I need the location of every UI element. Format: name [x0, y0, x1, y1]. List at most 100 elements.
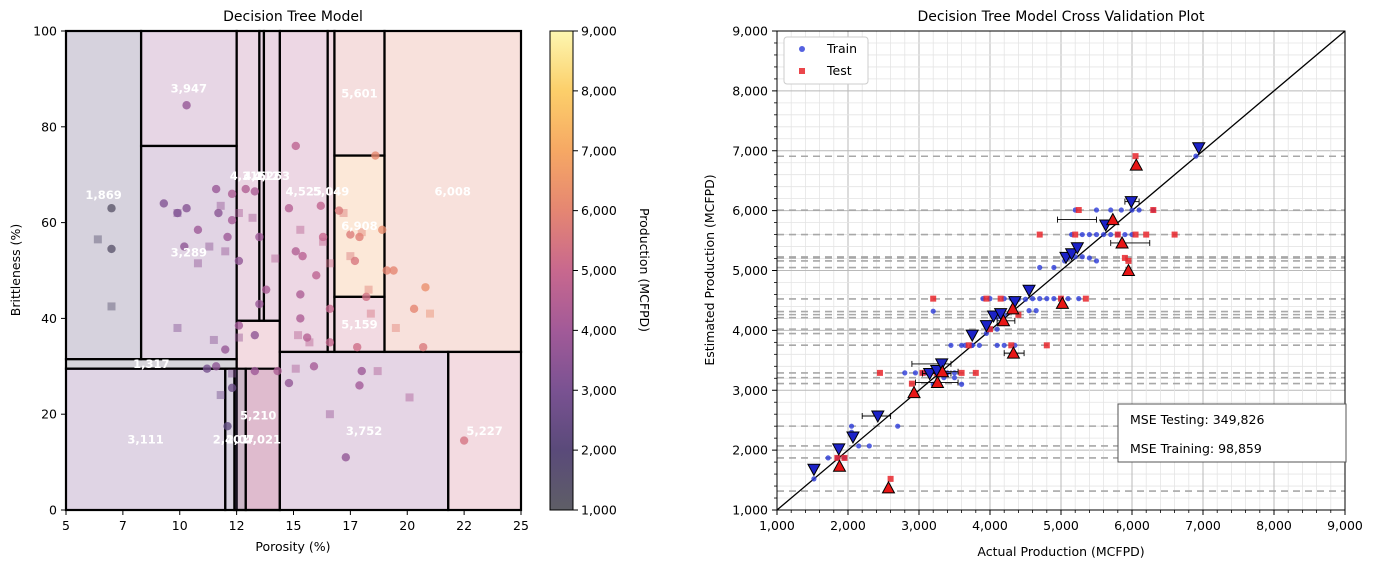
- mse-training-text: MSE Training: 98,859: [1130, 441, 1262, 456]
- x-tick-label: 12: [229, 518, 245, 533]
- region-value-label: 6,008: [435, 184, 471, 198]
- test-well-point: [209, 335, 218, 344]
- region-value-label: 5,210: [240, 408, 276, 422]
- test-well-point: [325, 259, 334, 268]
- x-tick-label: 25: [513, 518, 529, 533]
- train-point: [1118, 207, 1124, 213]
- train-point: [1086, 231, 1092, 238]
- region-value-label: 3,289: [171, 246, 207, 260]
- one-to-one-line: [776, 30, 1346, 511]
- region-value-label: 5,049: [313, 184, 349, 198]
- train-well-point: [284, 204, 294, 213]
- train-point: [1051, 296, 1057, 302]
- train-well-point: [273, 366, 282, 376]
- x-tick-label: 3,000: [901, 518, 937, 533]
- colorbar-tick-label: 8,000: [581, 83, 617, 98]
- y-tick-label: 0: [49, 503, 57, 518]
- test-point: [1150, 207, 1157, 214]
- prediction-up-marker: [907, 385, 921, 399]
- colorbar-label: Production (MCFPD): [637, 208, 652, 332]
- test-well-point: [216, 201, 225, 210]
- test-point: [1143, 231, 1150, 238]
- prediction-down-marker: [1191, 142, 1206, 155]
- tree-region: [64, 29, 143, 361]
- train-well-point: [227, 383, 237, 393]
- train-point: [959, 381, 965, 387]
- x-tick-label: 9,000: [1327, 518, 1363, 533]
- train-well-point: [107, 244, 116, 254]
- y-tick-label: 2,000: [732, 443, 768, 458]
- train-well-point: [173, 208, 182, 218]
- train-well-point: [234, 256, 244, 266]
- tree-region: [278, 29, 329, 354]
- mse-box-frame: [1117, 403, 1347, 463]
- train-point: [1136, 207, 1142, 213]
- test-point: [965, 342, 972, 349]
- train-well-point: [250, 187, 260, 196]
- train-point: [1001, 342, 1007, 348]
- test-point: [1125, 257, 1132, 264]
- train-well-point: [159, 199, 169, 208]
- train-well-point: [250, 330, 260, 340]
- prediction-down-marker: [846, 431, 860, 444]
- x-tick-label: 10: [172, 518, 188, 533]
- test-well-point: [107, 302, 116, 311]
- train-point: [951, 370, 958, 376]
- tree-region: [278, 350, 450, 512]
- region-layer: [64, 29, 523, 512]
- test-well-point: [221, 247, 230, 256]
- test-well-point: [248, 213, 257, 222]
- x-tick-label: 15: [286, 518, 302, 533]
- train-well-point: [223, 421, 232, 431]
- train-well-point: [362, 292, 371, 302]
- test-point: [1008, 342, 1015, 349]
- train-well-point: [378, 225, 387, 234]
- train-well-point: [418, 342, 428, 352]
- train-well-point: [371, 151, 380, 160]
- test-point: [1075, 207, 1082, 214]
- prediction-up-marker: [996, 313, 1011, 327]
- test-well-point: [193, 259, 202, 268]
- train-well-point: [409, 304, 419, 314]
- test-point: [1132, 153, 1139, 160]
- decision-tree-map-chart: Decision Tree Model 1,869 3,947 3,289 1,317…: [8, 9, 652, 554]
- colorbar-tick-label: 3,000: [581, 383, 617, 398]
- train-point: [948, 342, 954, 348]
- train-well-point: [234, 321, 244, 330]
- prediction-down-marker: [1008, 296, 1022, 309]
- test-well-point: [405, 393, 414, 402]
- region-value-label: 2,401: [213, 432, 249, 446]
- test-well-point: [291, 364, 300, 373]
- train-point: [959, 342, 965, 348]
- tree-region: [139, 144, 238, 361]
- colorbar-axis: 1,000 2,000 3,000 4,000 5,000 6,000 7,000 8,000…: [573, 24, 617, 518]
- legend-train-marker: [799, 46, 805, 52]
- y-tick-label: 60: [41, 215, 57, 230]
- test-point: [908, 380, 915, 387]
- y-tick-label: 8,000: [732, 83, 768, 98]
- left-y-axis-label: Brittleness (%): [8, 224, 23, 316]
- train-well-point: [309, 362, 319, 371]
- prediction-down-marker: [965, 329, 980, 343]
- prediction-up-marker: [935, 364, 950, 378]
- region-value-label: 4,021: [245, 432, 281, 446]
- train-well-point: [296, 290, 305, 299]
- train-point: [1093, 258, 1100, 264]
- prediction-up-marker: [1129, 158, 1144, 171]
- x-tick-label: 1,000: [759, 518, 795, 533]
- left-x-axis: 5 7 10 12 15 17 20 22 25: [62, 510, 529, 533]
- region-value-label: 4,315: [230, 169, 266, 183]
- train-point: [1079, 231, 1085, 238]
- y-tick-label: 40: [41, 311, 57, 326]
- train-well-point: [334, 206, 344, 215]
- prediction-up-marker: [1121, 263, 1136, 276]
- train-well-point: [302, 333, 312, 342]
- y-tick-label: 3,000: [732, 383, 768, 398]
- colorbar-tick-label: 6,000: [581, 203, 617, 218]
- region-value-label: 5,159: [341, 317, 377, 331]
- tree-region: [333, 154, 386, 298]
- tree-region: [383, 29, 523, 354]
- prediction-down-marker: [1022, 284, 1036, 298]
- colorbar-tick-label: 5,000: [581, 263, 617, 278]
- legend-test-marker: [799, 68, 805, 74]
